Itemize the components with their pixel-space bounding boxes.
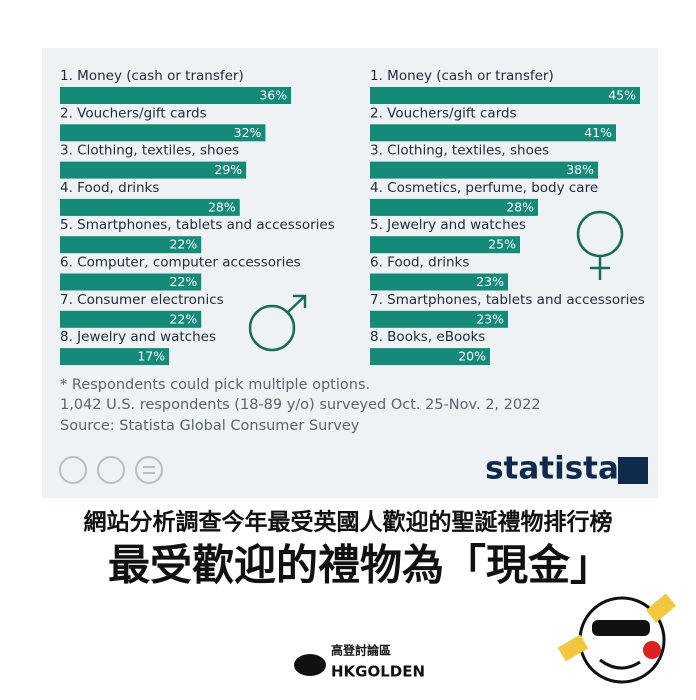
- bar: [60, 161, 247, 179]
- category-label: 6. Food, drinks: [370, 255, 469, 271]
- bar: [370, 198, 538, 216]
- value-label: 41%: [584, 125, 612, 140]
- category-label: 7. Smartphones, tablets and accessories: [370, 292, 645, 308]
- value-label: 28%: [208, 199, 236, 214]
- category-label: 7. Consumer electronics: [60, 292, 224, 308]
- value-label: 22%: [169, 311, 197, 326]
- value-label: 23%: [476, 274, 504, 289]
- category-label: 8. Books, eBooks: [370, 329, 485, 345]
- note: * Respondents could pick multiple option…: [60, 377, 370, 393]
- value-label: 38%: [566, 162, 594, 177]
- value-label: 23%: [476, 311, 504, 326]
- category-label: 4. Food, drinks: [60, 180, 159, 196]
- bar: [60, 236, 202, 254]
- category-label: 5. Jewelry and watches: [370, 217, 526, 233]
- bar: [370, 161, 598, 179]
- category-label: 2. Vouchers/gift cards: [60, 105, 207, 121]
- note: 1,042 U.S. respondents (18-89 y/o) surve…: [60, 397, 541, 413]
- headline: 網站分析調查今年最受英國人歡迎的聖誕禮物排行榜: [84, 509, 613, 536]
- brand-latin: HKGOLDEN: [331, 663, 425, 681]
- chart-panel: [42, 48, 658, 498]
- value-label: 29%: [214, 162, 242, 177]
- bar: [370, 273, 508, 291]
- bar: [370, 348, 490, 366]
- bar: [60, 310, 202, 328]
- value-label: 22%: [169, 237, 197, 252]
- bar: [370, 87, 640, 104]
- value-label: 28%: [506, 199, 534, 214]
- value-label: 17%: [137, 349, 165, 364]
- category-label: 4. Cosmetics, perfume, body care: [370, 180, 598, 196]
- value-label: 36%: [259, 88, 287, 103]
- value-label: 25%: [488, 237, 516, 252]
- brand-chinese: 高登討論區: [331, 643, 391, 658]
- bar: [60, 273, 202, 291]
- bar: [370, 124, 616, 142]
- bar: [60, 124, 266, 142]
- category-label: 5. Smartphones, tablets and accessories: [60, 217, 335, 233]
- category-label: 2. Vouchers/gift cards: [370, 105, 517, 121]
- bar: [370, 236, 520, 254]
- category-label: 3. Clothing, textiles, shoes: [370, 143, 549, 159]
- value-label: 20%: [458, 349, 486, 364]
- mascot: [557, 593, 677, 684]
- male-symbol: [248, 294, 307, 352]
- statista-logo: statista: [485, 451, 619, 487]
- value-label: 32%: [234, 125, 262, 140]
- category-label: 8. Jewelry and watches: [60, 329, 216, 345]
- bar: [60, 87, 292, 104]
- category-label: 3. Clothing, textiles, shoes: [60, 143, 239, 159]
- bar: [370, 310, 508, 328]
- category-label: 6. Computer, computer accessories: [60, 255, 301, 271]
- brand-icon: [294, 654, 326, 676]
- bar: [60, 198, 240, 216]
- license-icons: [59, 456, 163, 484]
- category-label: 1. Money (cash or transfer): [60, 68, 244, 84]
- note: Source: Statista Global Consumer Survey: [60, 418, 360, 434]
- bar: [60, 348, 170, 366]
- statista-mark: [618, 457, 648, 484]
- value-label: 22%: [169, 274, 197, 289]
- value-label: 45%: [608, 88, 636, 103]
- subheadline: 最受歡迎的禮物為「現金」: [108, 541, 612, 590]
- category-label: 1. Money (cash or transfer): [370, 68, 554, 84]
- female-symbol: [576, 210, 624, 280]
